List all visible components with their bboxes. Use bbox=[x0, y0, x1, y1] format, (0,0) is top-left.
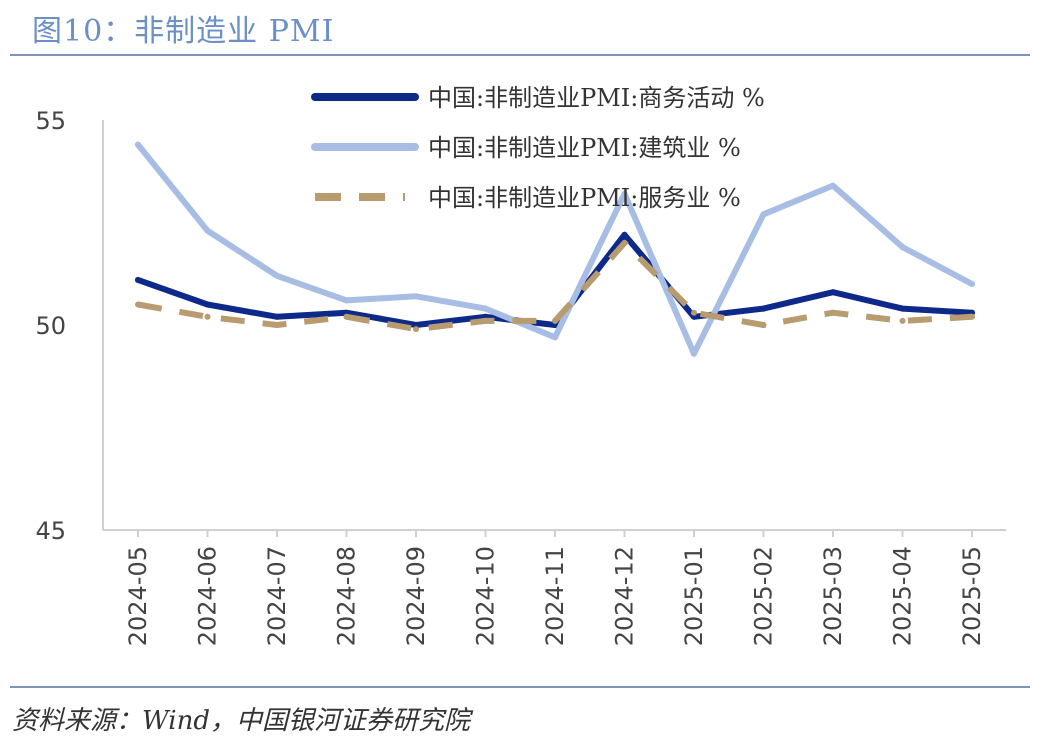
line-chart: 45 50 55 2024-05 2024-06 2024-07 2024-08 2024-0… bbox=[35, 84, 1006, 646]
data-point bbox=[204, 301, 211, 308]
data-point bbox=[621, 190, 628, 197]
data-point bbox=[135, 141, 141, 148]
x-tick-label: 2025-01 bbox=[680, 546, 708, 646]
x-tick-label: 2024-09 bbox=[402, 546, 430, 646]
data-point bbox=[691, 309, 697, 316]
y-tick-label: 50 bbox=[35, 312, 66, 340]
data-point bbox=[204, 227, 211, 234]
data-point bbox=[830, 309, 836, 316]
x-tick-label: 2024-08 bbox=[333, 546, 361, 646]
data-point bbox=[274, 322, 280, 328]
series-layer bbox=[135, 141, 975, 357]
data-point bbox=[274, 313, 280, 320]
x-tick-label: 2025-02 bbox=[750, 546, 778, 646]
data-point bbox=[135, 301, 141, 308]
data-point bbox=[552, 317, 558, 324]
x-tick-label: 2025-03 bbox=[819, 546, 847, 646]
x-tick-label: 2024-05 bbox=[124, 546, 152, 646]
data-point bbox=[830, 289, 836, 296]
y-tick-label: 45 bbox=[35, 517, 66, 545]
data-point bbox=[621, 231, 628, 238]
data-point bbox=[969, 313, 975, 320]
legend-label-2: 中国:非制造业PMI:服务业 % bbox=[428, 184, 741, 212]
x-tick-label: 2024-10 bbox=[472, 546, 500, 646]
axes: 45 50 55 2024-05 2024-06 2024-07 2024-08 2024-0… bbox=[35, 107, 1006, 646]
data-point bbox=[552, 322, 558, 328]
chart-title: 图10：非制造业 PMI bbox=[32, 14, 335, 49]
data-point bbox=[621, 240, 628, 246]
x-tick-label: 2024-06 bbox=[194, 546, 222, 646]
data-point bbox=[413, 322, 419, 328]
data-point bbox=[552, 334, 558, 341]
data-point bbox=[760, 322, 767, 328]
data-point bbox=[482, 305, 489, 312]
source-note: 资料来源：Wind，中国银河证券研究院 bbox=[12, 706, 470, 736]
legend: 中国:非制造业PMI:商务活动 % 中国:非制造业PMI:建筑业 % 中国:非制造业… bbox=[311, 84, 765, 212]
data-point bbox=[691, 350, 697, 357]
legend-label-1: 中国:非制造业PMI:建筑业 % bbox=[428, 134, 741, 162]
data-point bbox=[830, 182, 836, 189]
data-point bbox=[274, 272, 280, 279]
data-point bbox=[969, 281, 975, 287]
data-point bbox=[691, 313, 697, 320]
data-point bbox=[204, 313, 211, 320]
data-point bbox=[760, 305, 767, 312]
data-point bbox=[760, 211, 767, 218]
data-point bbox=[899, 317, 906, 324]
data-point bbox=[413, 293, 419, 300]
data-point bbox=[135, 276, 141, 283]
x-tick-label: 2025-05 bbox=[958, 546, 986, 646]
data-point bbox=[482, 317, 489, 324]
y-tick-label: 55 bbox=[35, 107, 66, 135]
legend-label-0: 中国:非制造业PMI:商务活动 % bbox=[428, 84, 765, 112]
top-divider bbox=[10, 54, 1030, 56]
bottom-divider bbox=[10, 686, 1030, 688]
data-point bbox=[343, 313, 350, 320]
data-point bbox=[899, 244, 906, 251]
data-point bbox=[899, 305, 906, 312]
x-tick-label: 2024-07 bbox=[263, 546, 291, 646]
x-tick-label: 2025-04 bbox=[889, 546, 917, 646]
x-tick-label: 2024-12 bbox=[611, 546, 639, 646]
x-tick-label: 2024-11 bbox=[541, 546, 569, 646]
data-point bbox=[413, 326, 419, 333]
data-point bbox=[343, 297, 350, 304]
